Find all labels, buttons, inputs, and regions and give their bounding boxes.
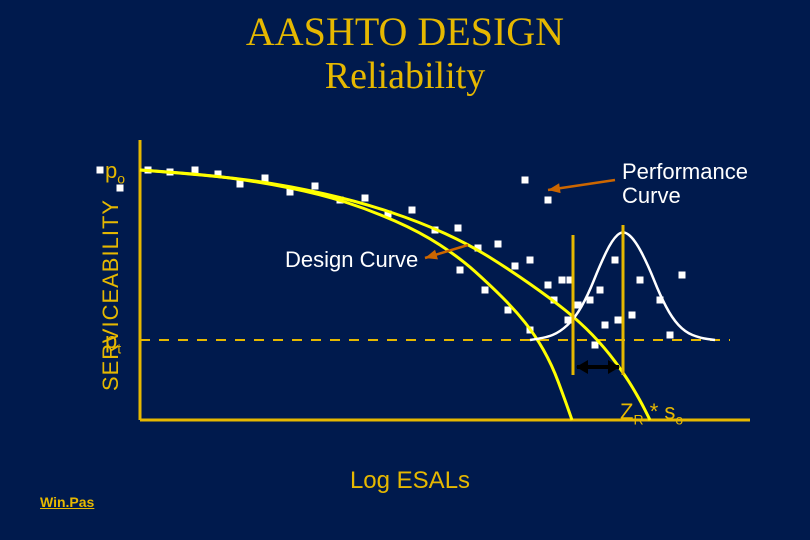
x-axis-label: Log ESALs [350, 467, 470, 495]
chart-container: SERVICEABILITY po pt PerformanceCurve De… [60, 140, 760, 450]
chart-svg [60, 140, 760, 430]
footer-link[interactable]: Win.Pas [40, 494, 94, 510]
page-title: AASHTO DESIGN [0, 0, 810, 54]
page-subtitle: Reliability [0, 54, 810, 98]
